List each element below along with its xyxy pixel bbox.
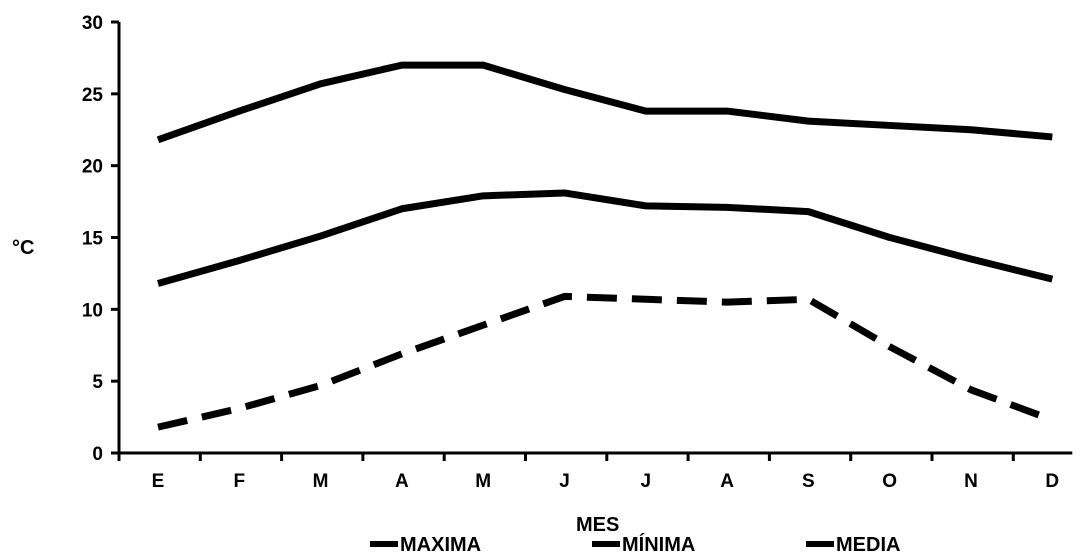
series-lines (156, 61, 1054, 431)
x-tick-label: S (802, 471, 815, 492)
x-tick-label: J (559, 471, 570, 492)
y-axis-ticks: 0 5 10 15 20 25 30 (82, 13, 119, 465)
series-line (157, 189, 1054, 287)
y-tick-label: 5 (92, 372, 103, 393)
legend-label: MAXIMA (400, 534, 481, 554)
y-axis-title: °C (12, 237, 34, 259)
x-tick-label: A (395, 471, 409, 492)
x-tick-label: M (313, 471, 329, 492)
x-tick-label: F (233, 471, 245, 492)
y-tick-label: 0 (92, 444, 103, 465)
axes (117, 22, 1073, 455)
legend: MAXIMA MÍNIMA MEDIA (370, 533, 900, 554)
x-tick-label: D (1045, 471, 1059, 492)
x-tick-label: O (882, 471, 897, 492)
series-line (156, 61, 1053, 144)
x-tick-label: E (152, 471, 165, 492)
x-axis-title: MES (576, 514, 619, 536)
y-tick-label: 10 (82, 300, 103, 321)
x-tick-label: N (964, 471, 978, 492)
y-tick-label: 25 (82, 85, 104, 106)
y-tick-label: 30 (82, 13, 103, 34)
y-tick-label: 15 (82, 229, 104, 250)
x-tick-label: A (720, 471, 734, 492)
x-tick-label: M (475, 471, 491, 492)
y-tick-label: 20 (82, 157, 103, 178)
legend-label: MEDIA (836, 534, 900, 554)
series-line (157, 292, 1054, 431)
x-tick-label: J (641, 471, 652, 492)
legend-label: MÍNIMA (622, 533, 695, 554)
